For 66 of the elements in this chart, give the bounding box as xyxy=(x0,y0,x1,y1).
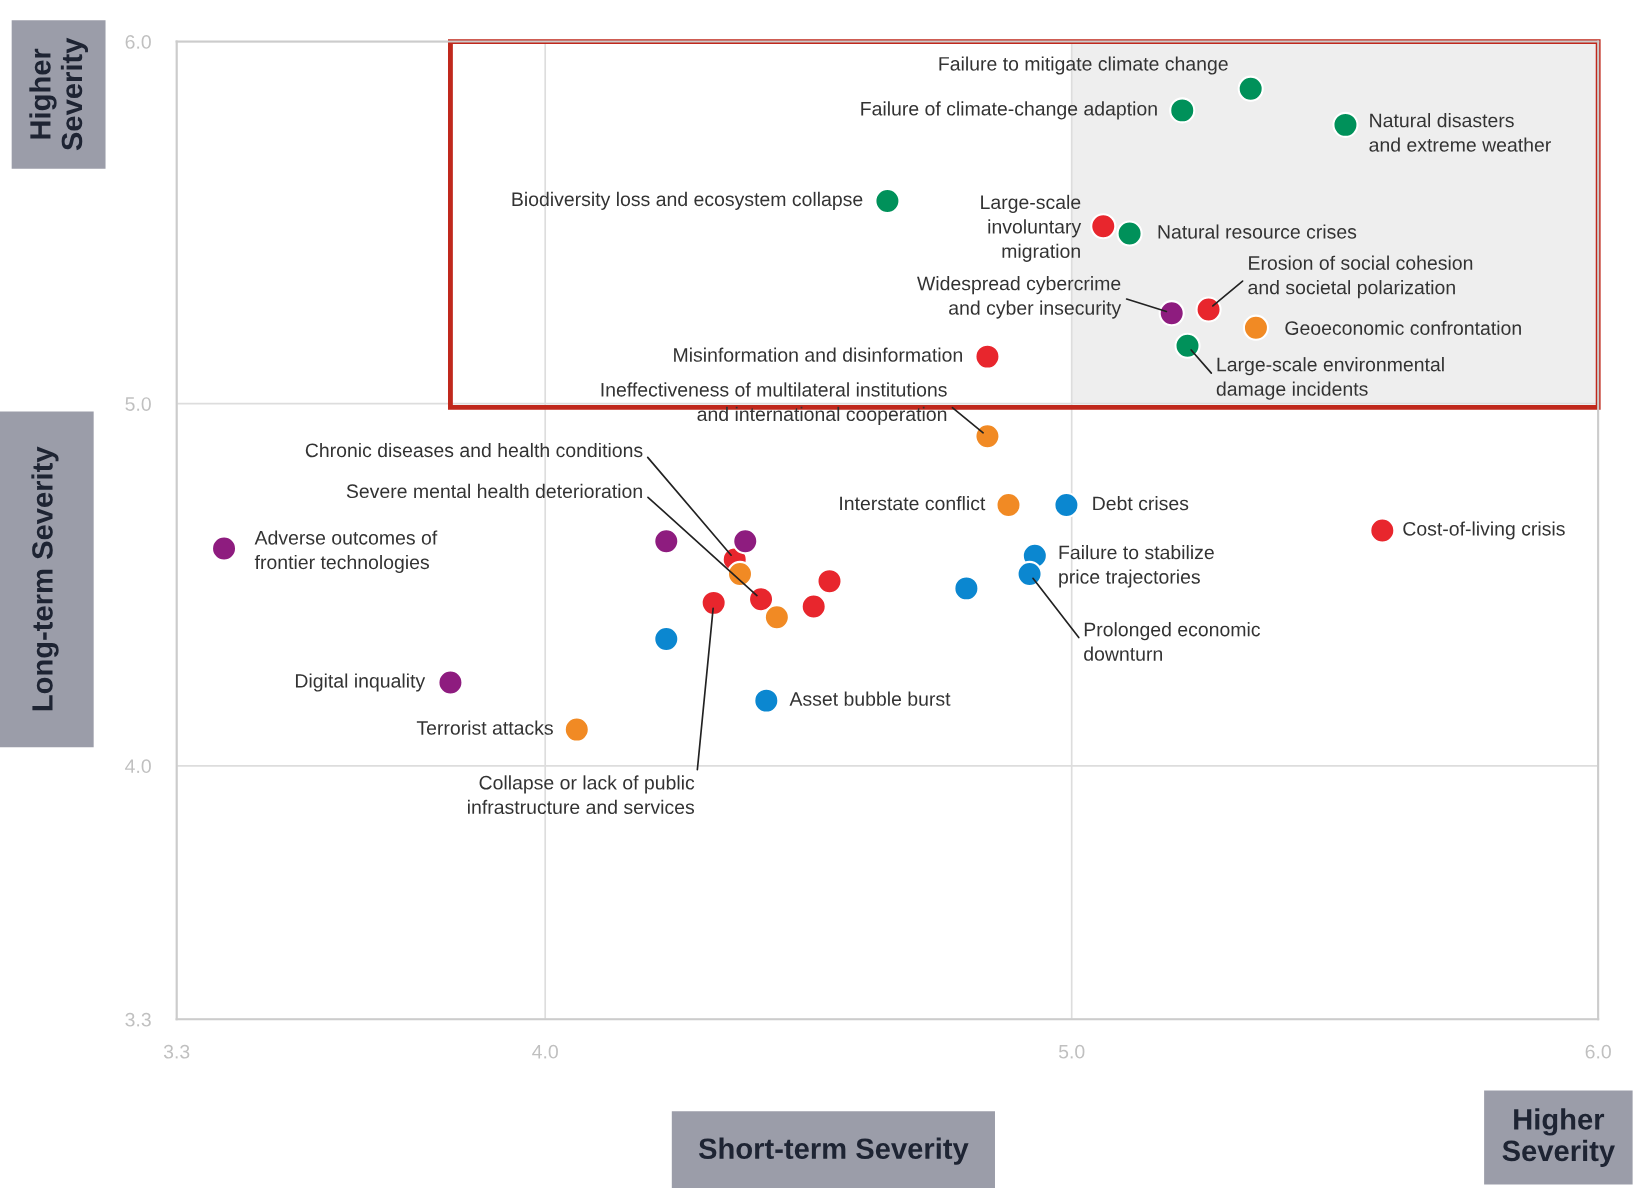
point xyxy=(437,669,464,696)
annotation: Natural disasters and extreme weather xyxy=(1369,113,1551,152)
x-tick-label: 6.0 xyxy=(1585,1044,1611,1059)
y-tick-label: 6.0 xyxy=(125,35,151,49)
point xyxy=(753,687,780,714)
annotation: Ineffectiveness of multilateral institutions and international cooperation xyxy=(601,382,947,425)
annotation: Terrorist attacks xyxy=(416,720,553,735)
annotation: Failure to mitigate climate change xyxy=(939,56,1228,75)
annotation: Widespread cybercrime and cyber insecurity xyxy=(917,276,1122,319)
annotation: Large-scale involuntary migration xyxy=(981,194,1082,262)
point xyxy=(1237,75,1264,102)
x-tick-label: 3.3 xyxy=(163,1044,190,1059)
point xyxy=(1174,332,1201,359)
point xyxy=(747,586,775,613)
annotation: Asset bubble burst xyxy=(789,691,951,706)
annotation: Erosion of social cohesion and societal polarization xyxy=(1248,255,1473,299)
annotation: Collapse or lack of public infrastructure and services xyxy=(468,775,695,815)
point xyxy=(874,187,901,214)
point xyxy=(726,560,754,587)
point xyxy=(1369,517,1396,544)
point xyxy=(953,575,980,602)
point xyxy=(210,535,238,562)
point xyxy=(732,528,759,555)
point xyxy=(1332,111,1359,138)
x-tick-label: 5.0 xyxy=(1058,1044,1085,1059)
annotation: Geoeconomic confrontation xyxy=(1285,320,1521,335)
x-tick-label: 4.0 xyxy=(532,1044,558,1059)
annotation: Chronic diseases and health conditions xyxy=(305,442,643,458)
annotation: Misinformation and disinformation xyxy=(674,347,962,362)
annotation: Interstate conflict xyxy=(840,496,986,511)
annotation: Cost-of-living crisis xyxy=(1403,521,1565,540)
point xyxy=(995,492,1022,519)
point xyxy=(974,423,1001,450)
annotation: Severe mental health deterioration xyxy=(346,483,642,499)
annotation: Failure of climate-change adaption xyxy=(861,101,1157,120)
annotation: Natural resource crises xyxy=(1158,224,1357,239)
y-tick-label: 3.3 xyxy=(125,1012,151,1027)
annotation: Failure to stabilize price trajectories xyxy=(1059,545,1214,588)
point xyxy=(700,589,727,616)
point xyxy=(800,593,827,620)
point xyxy=(563,716,590,743)
point xyxy=(1016,560,1043,587)
point xyxy=(653,626,680,653)
annotation: Prolonged economic downturn xyxy=(1084,622,1261,661)
point xyxy=(763,604,790,631)
y-axis-title: Long-term Severity xyxy=(31,446,59,711)
annotation: Large-scale environmental damage incidents xyxy=(1216,357,1444,400)
text: Higher Severity xyxy=(1502,1108,1615,1167)
point xyxy=(1158,300,1185,327)
point xyxy=(816,568,843,595)
annotation: Biodiversity loss and ecosystem collapse xyxy=(512,191,863,210)
point xyxy=(974,343,1001,370)
point xyxy=(1116,220,1143,247)
point xyxy=(1195,296,1222,323)
y-tick-label: 4.0 xyxy=(125,759,151,774)
annotation: Debt crises xyxy=(1093,496,1189,511)
point xyxy=(1053,492,1080,519)
annotation: Adverse outcomes of frontier technologies xyxy=(254,530,438,573)
point xyxy=(1090,213,1117,240)
x-axis-title: Short-term Severity xyxy=(698,1137,969,1165)
y-tick-label: 5.0 xyxy=(125,397,151,411)
point xyxy=(653,528,680,555)
annotation: Digital inquality xyxy=(295,673,426,692)
point xyxy=(1242,314,1270,341)
point xyxy=(1169,97,1196,124)
text: Higher Severity xyxy=(29,37,89,151)
